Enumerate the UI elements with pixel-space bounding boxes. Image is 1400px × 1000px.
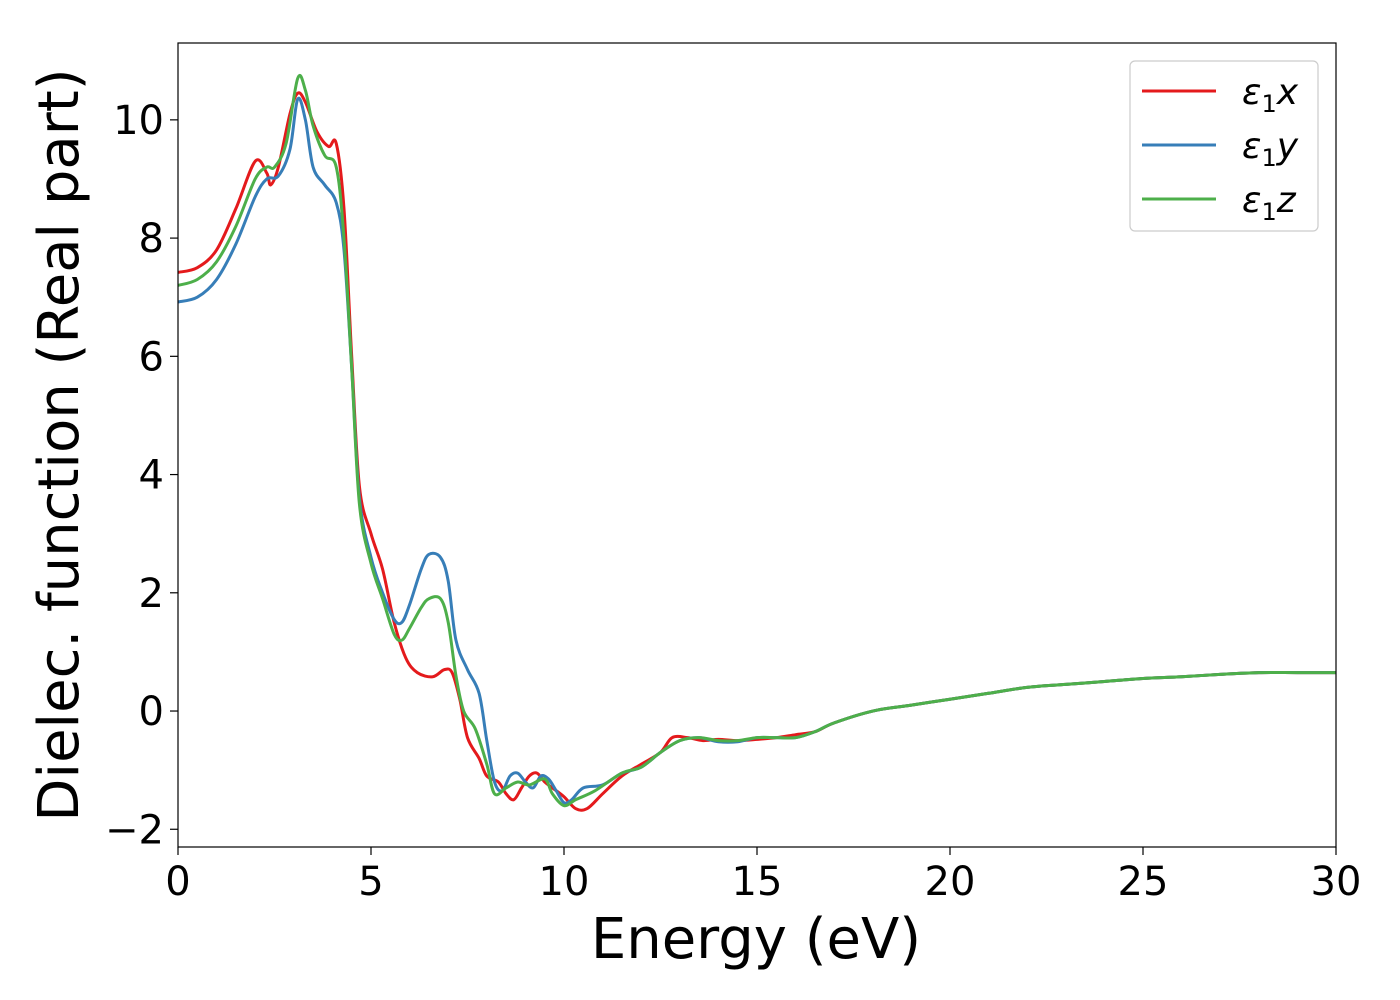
x-tick-label: 10 bbox=[539, 859, 590, 905]
y-tick-label: −2 bbox=[105, 807, 164, 853]
x-tick-label: 0 bbox=[165, 859, 190, 905]
x-tick-label: 30 bbox=[1311, 859, 1362, 905]
legend-label-z: ε1z bbox=[1242, 180, 1297, 226]
y-tick-label: 8 bbox=[139, 216, 164, 262]
x-tick-label: 25 bbox=[1118, 859, 1169, 905]
x-axis-label: Energy (eV) bbox=[591, 907, 921, 972]
y-tick-label: 6 bbox=[139, 334, 164, 380]
legend-label-x: ε1x bbox=[1242, 72, 1299, 118]
x-tick-label: 5 bbox=[358, 859, 383, 905]
y-tick-label: 2 bbox=[139, 571, 164, 617]
legend: ε1x ε1y ε1z bbox=[1129, 60, 1319, 232]
legend-box bbox=[1129, 60, 1319, 232]
y-tick-label: 10 bbox=[113, 98, 164, 144]
y-tick-label: 0 bbox=[139, 689, 164, 735]
y-tick-label: 4 bbox=[139, 453, 164, 499]
y-axis-label: Dielec. function (Real part) bbox=[27, 68, 92, 821]
x-tick-label: 20 bbox=[925, 859, 976, 905]
series-layer bbox=[177, 73, 1336, 812]
legend-label-y: ε1y bbox=[1242, 126, 1299, 172]
series-line-3 bbox=[177, 73, 1336, 808]
x-tick-label: 15 bbox=[732, 859, 783, 905]
